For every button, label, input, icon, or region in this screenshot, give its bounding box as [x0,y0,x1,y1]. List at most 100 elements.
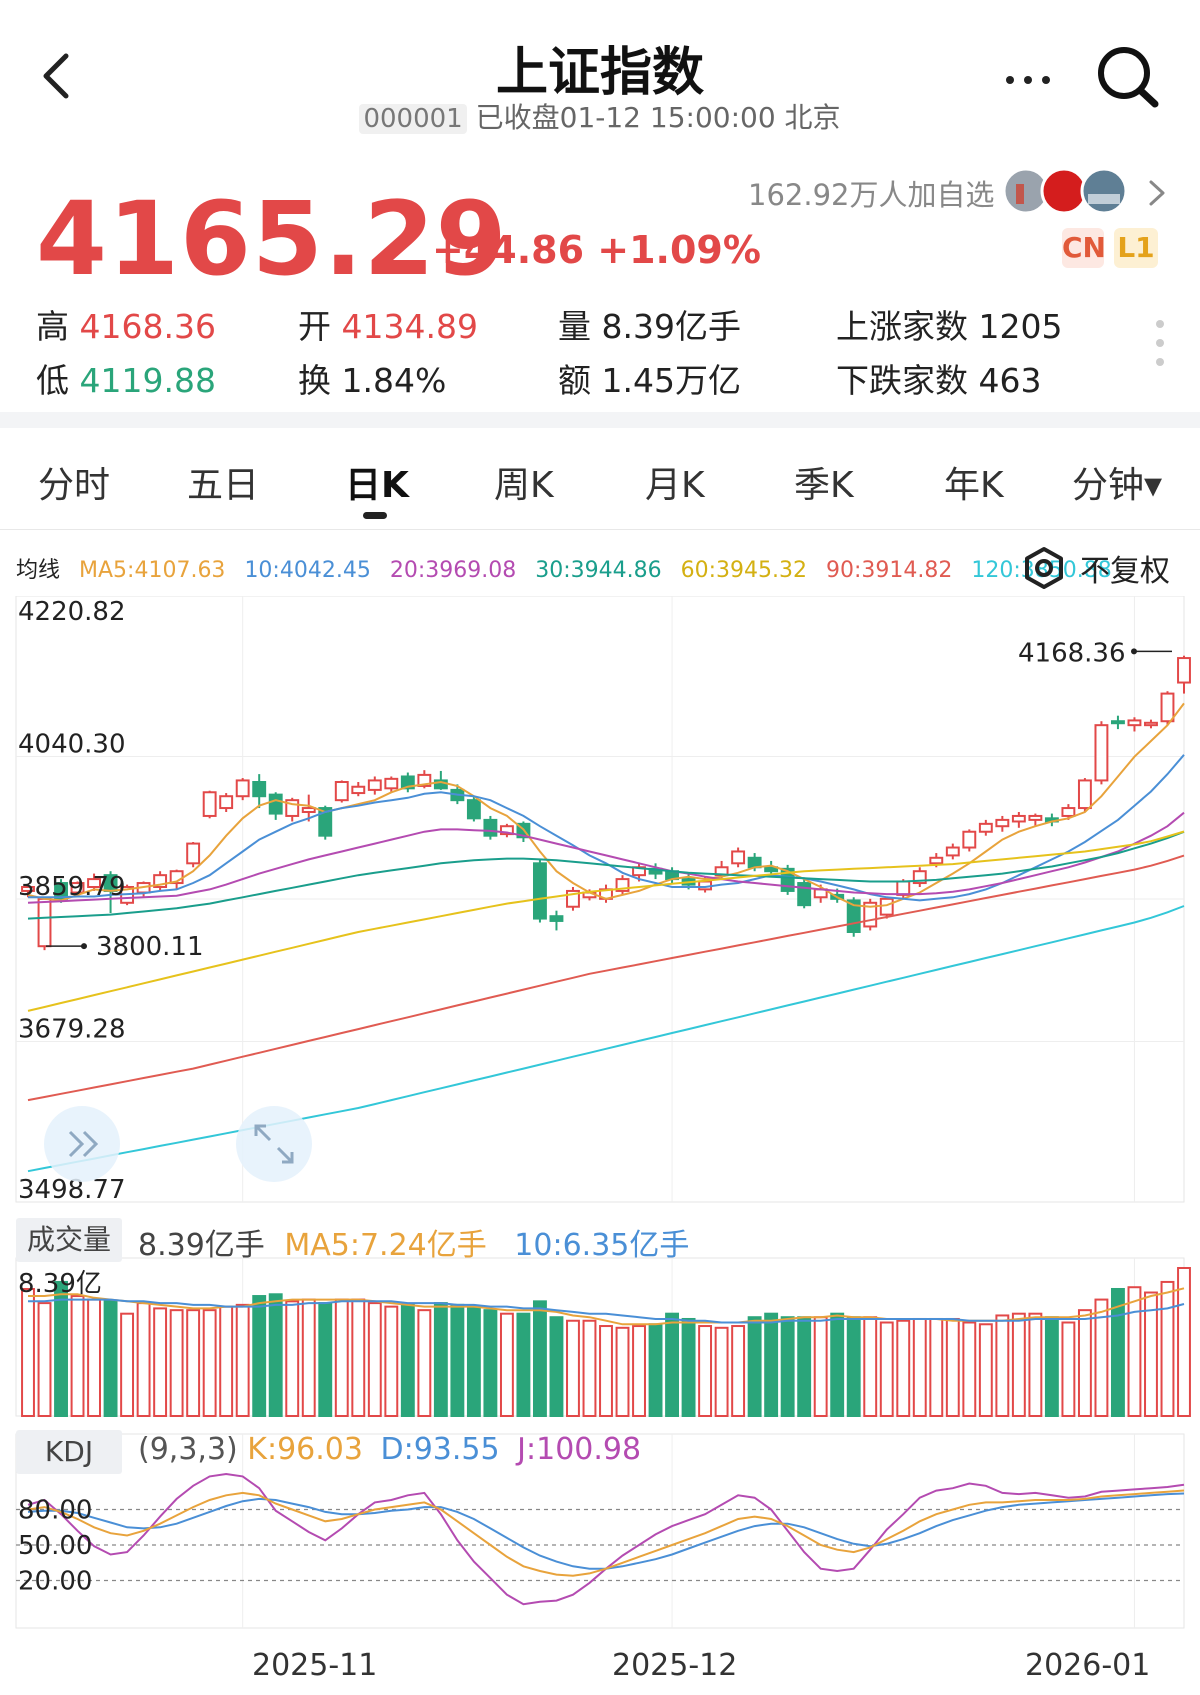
fullscreen-button[interactable] [234,1104,314,1184]
min-price-label: 3800.11 [96,932,204,962]
tab-minute[interactable]: 分钟▾ [1072,465,1163,506]
volume-bar [37,1302,52,1418]
followers-arrow[interactable] [1145,178,1169,208]
current-price: 4165.29 [36,180,508,299]
candle [731,847,746,868]
volume-bar [285,1300,300,1417]
candle [978,819,993,836]
tab-quarterly-k[interactable]: 季K [794,465,854,506]
kdj-k-line [27,1489,1185,1577]
candle [599,884,613,903]
settings-hex-icon[interactable] [1022,546,1066,590]
kdj-k: K:96.03 [247,1432,363,1467]
volume-bar [549,1316,564,1418]
tab-weekly-k[interactable]: 周K [494,465,554,506]
volume-bar [566,1319,580,1417]
back-button[interactable] [30,40,90,110]
volume-bar [367,1302,382,1418]
section-divider [0,412,1200,428]
volume-bar [400,1303,415,1417]
candle [516,821,531,842]
stat-amount: 额 1.45万亿 [558,361,741,400]
vertical-dots-icon [1156,320,1164,366]
search-button[interactable] [1092,40,1162,110]
volume-bar [632,1325,646,1418]
candle [235,778,250,801]
stat-volume: 量 8.39亿手 [558,307,741,346]
kdj-indicator-label[interactable]: KDJ [16,1430,122,1474]
volume-bar [995,1314,1010,1417]
candle [615,875,630,895]
ma-legend-ma60: 60:3945.32 [680,558,807,583]
volume-axis-label: 8.39亿 [18,1269,102,1299]
candle [384,776,399,793]
candle [1127,717,1142,732]
tab-five-day[interactable]: 五日 [187,465,260,506]
volume-bar [582,1319,597,1417]
adjust-label: 不复权 [1080,554,1170,589]
collapse-button[interactable] [38,1104,126,1184]
kdj-axis-label: 80.00 [18,1496,92,1526]
volume-bar [252,1295,267,1417]
double-chevron-right-icon [44,1106,120,1182]
volume-bar [169,1309,184,1418]
tab-yearly-k[interactable]: 年K [944,465,1004,506]
volume-bar [450,1303,465,1417]
volume-bar [912,1317,927,1417]
candle [54,879,68,903]
volume-ma10-line [28,1298,1185,1324]
volume-bar [433,1302,448,1418]
adjust-toggle[interactable]: 不复权 [1022,546,1170,590]
candle [962,829,977,852]
ma-legend-ma5: MA5:4107.63 [79,558,226,583]
volume-bar [103,1300,118,1417]
y-tick-label: 3859.79 [18,872,126,902]
price-change: +44.86 +1.09% [432,228,761,272]
candle [87,873,102,891]
volume-current: 8.39亿手 [138,1228,265,1263]
tab-daily-k[interactable]: 日K [345,465,409,506]
stats-more-button[interactable] [1154,318,1166,368]
volume-bar [1144,1291,1158,1417]
active-tab-indicator [363,512,387,519]
level-badge-l1: L1 [1114,228,1158,268]
search-icon [1098,47,1159,108]
tab-monthly-k[interactable]: 月K [645,465,705,506]
kdj-j-line [27,1472,1185,1606]
ma-legend: 均线 MA5:4107.63 10:4042.45 20:3969.08 30:… [16,552,1124,584]
volume-bar [120,1312,135,1418]
follower-avatars[interactable] [1002,166,1132,216]
volume-bar [1177,1267,1191,1417]
volume-bar [764,1312,779,1418]
ma-line-ma120 [27,905,1185,1173]
volume-bar [384,1305,399,1418]
more-button[interactable] [1000,70,1060,90]
page-title: 上证指数 [495,43,704,103]
volume-bar [830,1312,845,1418]
kdj-axis-label: 20.00 [18,1567,92,1597]
candle [400,772,415,793]
volume-ma10: 10:6.35亿手 [514,1228,690,1263]
watchlist-count[interactable]: 162.92万人加自选 [748,178,995,212]
status-line: 000001 已收盘01-12 15:00:00 北京 [0,96,1200,136]
volume-bar [235,1303,250,1417]
y-tick-label: 4040.30 [18,730,126,760]
stock-code: 000001 [359,104,467,134]
tab-intraday[interactable]: 分时 [38,465,111,506]
kline-chart[interactable]: 4220.824040.303859.793679.283498.774168.… [0,596,1200,1636]
kdj-summary: (9,3,3) K:96.03 D:93.55 J:100.98 [138,1432,641,1467]
ma-line-ma30 [27,830,1185,920]
stat-fall-count: 下跌家数 463 [836,361,1042,400]
candle [334,780,349,803]
kdj-axis-label: 50.00 [18,1531,92,1561]
volume-bar [318,1302,333,1418]
candle [1011,812,1026,828]
volume-bar [615,1326,630,1417]
stat-low: 低 4119.88 [36,361,216,400]
volume-bar [896,1319,911,1417]
volume-indicator-label[interactable]: 成交量 [16,1218,122,1262]
volume-bar [648,1323,663,1417]
ma-legend-label: 均线 [16,558,61,583]
volume-bar [846,1316,861,1418]
volume-bar [351,1298,366,1417]
